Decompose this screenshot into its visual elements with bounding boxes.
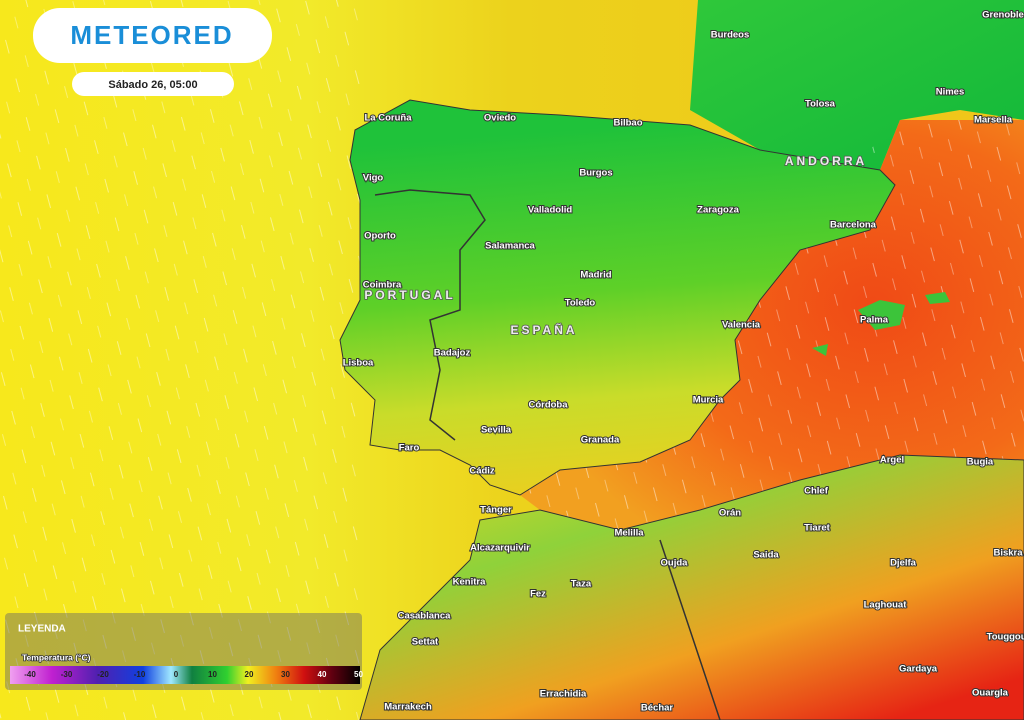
- city-label: Nimes: [936, 87, 965, 98]
- city-label: Kenitra: [453, 577, 486, 588]
- legend-scale: -40 -30 -20 -10 0 10 20 30 40 50: [24, 670, 363, 679]
- colorbar: [10, 666, 360, 684]
- city-label: Córdoba: [528, 400, 568, 411]
- city-label: Granada: [581, 435, 620, 446]
- legend-value: 0: [174, 670, 179, 679]
- city-label: Oporto: [364, 231, 396, 242]
- city-label: Bilbao: [613, 118, 642, 129]
- places: Burdeos Tolosa Nimes Marsella Grenoble La Cor…: [342, 9, 1024, 715]
- country-label: PORTUGAL: [364, 288, 455, 302]
- legend-title: LEYENDA: [18, 624, 66, 635]
- city-label: Lisboa: [343, 358, 374, 369]
- city-label: Settat: [412, 637, 439, 648]
- city-label: Saida: [753, 550, 779, 561]
- logo-pill: [33, 8, 272, 63]
- iberia: [339, 99, 896, 496]
- island: [925, 292, 950, 304]
- border: [374, 189, 486, 441]
- legend-value: 20: [245, 670, 254, 679]
- logo: METEORED: [70, 20, 233, 50]
- city-label: Bugia: [967, 457, 994, 468]
- city-label: Badajoz: [434, 348, 471, 359]
- city-label: Béchar: [641, 703, 674, 714]
- city-label: Casablanca: [398, 611, 452, 622]
- city-label: Chlef: [804, 486, 829, 497]
- legend-subtitle: Temperatura (°C): [22, 652, 91, 662]
- city-label: Grenoble: [982, 10, 1024, 21]
- city-label: Alcazarquivir: [470, 543, 530, 554]
- city-label: Touggourt: [987, 632, 1024, 643]
- island: [858, 300, 905, 330]
- timestamp: Sábado 26, 05:00: [108, 79, 197, 91]
- city-label: Valencia: [722, 320, 761, 331]
- city-label: Vigo: [363, 173, 384, 184]
- legend-value: 50: [354, 670, 363, 679]
- africa: [359, 454, 1024, 720]
- city-label: Salamanca: [485, 241, 535, 252]
- city-label: Errachidia: [540, 689, 587, 700]
- country-label: ANDORRA: [785, 154, 867, 168]
- france: [690, 0, 1024, 170]
- city-label: Oujda: [661, 558, 689, 569]
- city-label: Murcia: [693, 395, 724, 406]
- border: [659, 539, 721, 720]
- city-label: Burgos: [579, 168, 612, 179]
- city-label: Valladolid: [528, 205, 573, 216]
- city-label: Tolosa: [805, 99, 836, 110]
- city-label: Toledo: [565, 298, 596, 309]
- legend-value: 10: [208, 670, 217, 679]
- wind: [0, 0, 360, 720]
- city-label: La Coruña: [365, 113, 413, 124]
- city-label: Djelfa: [890, 558, 917, 569]
- city-label: Orán: [719, 508, 741, 519]
- city-label: Coimbra: [363, 280, 402, 291]
- legend-value: -40: [24, 670, 36, 679]
- legend-value: -10: [134, 670, 146, 679]
- island: [812, 344, 828, 356]
- city-label: Gardaya: [899, 664, 938, 675]
- country-label: ESPAÑA: [510, 322, 577, 337]
- city-label: Marsella: [974, 115, 1013, 126]
- city-label: Faro: [399, 443, 420, 454]
- city-label: Marrakech: [384, 702, 432, 713]
- city-label: Fez: [530, 589, 546, 600]
- city-label: Madrid: [580, 270, 611, 281]
- city-label: Palma: [860, 315, 889, 326]
- city-label: Taza: [571, 579, 592, 590]
- legend-value: 30: [281, 670, 290, 679]
- city-label: Burdeos: [711, 30, 750, 41]
- city-label: Barcelona: [830, 220, 877, 231]
- city-label: Cádiz: [469, 466, 495, 477]
- city-label: Biskra: [993, 548, 1023, 559]
- city-label: Oviedo: [484, 113, 516, 124]
- city-label: Melilla: [614, 528, 644, 539]
- city-label: Tiaret: [804, 523, 831, 534]
- city-label: Laghouat: [864, 600, 908, 611]
- city-label: Zaragoza: [697, 205, 739, 216]
- date-pill: [72, 72, 234, 96]
- city-label: Sevilla: [481, 425, 512, 436]
- city-label: Ouargla: [972, 688, 1009, 699]
- city-label: Argel: [880, 455, 904, 466]
- legend-value: -30: [61, 670, 73, 679]
- legend-value: -20: [97, 670, 109, 679]
- legend-value: 40: [318, 670, 327, 679]
- city-label: Tánger: [480, 505, 512, 516]
